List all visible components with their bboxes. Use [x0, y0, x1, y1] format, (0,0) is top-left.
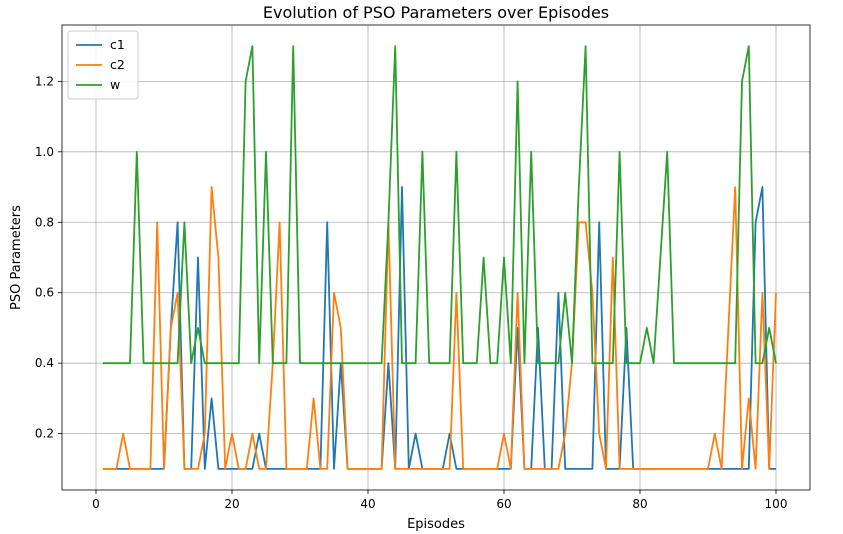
grid-lines [62, 25, 810, 490]
x-tick-label: 60 [496, 497, 511, 511]
series-lines [102, 45, 777, 470]
x-tick-label: 40 [360, 497, 375, 511]
legend-label-w: w [110, 77, 120, 92]
x-tick-label: 0 [92, 497, 100, 511]
y-tick-label: 0.8 [35, 215, 54, 229]
y-tick-label: 0.2 [35, 427, 54, 441]
y-tick-label: 1.0 [35, 145, 54, 159]
axis-ticks: 0 20 40 60 80 100 0.2 0.4 0.6 0.8 1.0 1.2 [35, 74, 788, 511]
legend: c1 c2 w [67, 30, 139, 100]
y-tick-label: 0.4 [35, 356, 54, 370]
y-tick-label: 1.2 [35, 74, 54, 88]
chart-title: Evolution of PSO Parameters over Episode… [263, 3, 609, 22]
series-line-c1 [102, 186, 776, 470]
x-tick-label: 80 [632, 497, 647, 511]
legend-box [67, 30, 139, 100]
x-tick-label: 100 [765, 497, 788, 511]
legend-label-c2: c2 [110, 57, 125, 72]
series-line-c2 [102, 186, 777, 470]
series-line-w [102, 45, 777, 365]
y-axis-label: PSO Parameters [9, 205, 24, 310]
x-tick-label: 20 [224, 497, 239, 511]
legend-label-c1: c1 [110, 37, 125, 52]
y-tick-label: 0.6 [35, 286, 54, 300]
x-axis-label: Episodes [407, 517, 465, 532]
plot-frame [61, 24, 811, 491]
